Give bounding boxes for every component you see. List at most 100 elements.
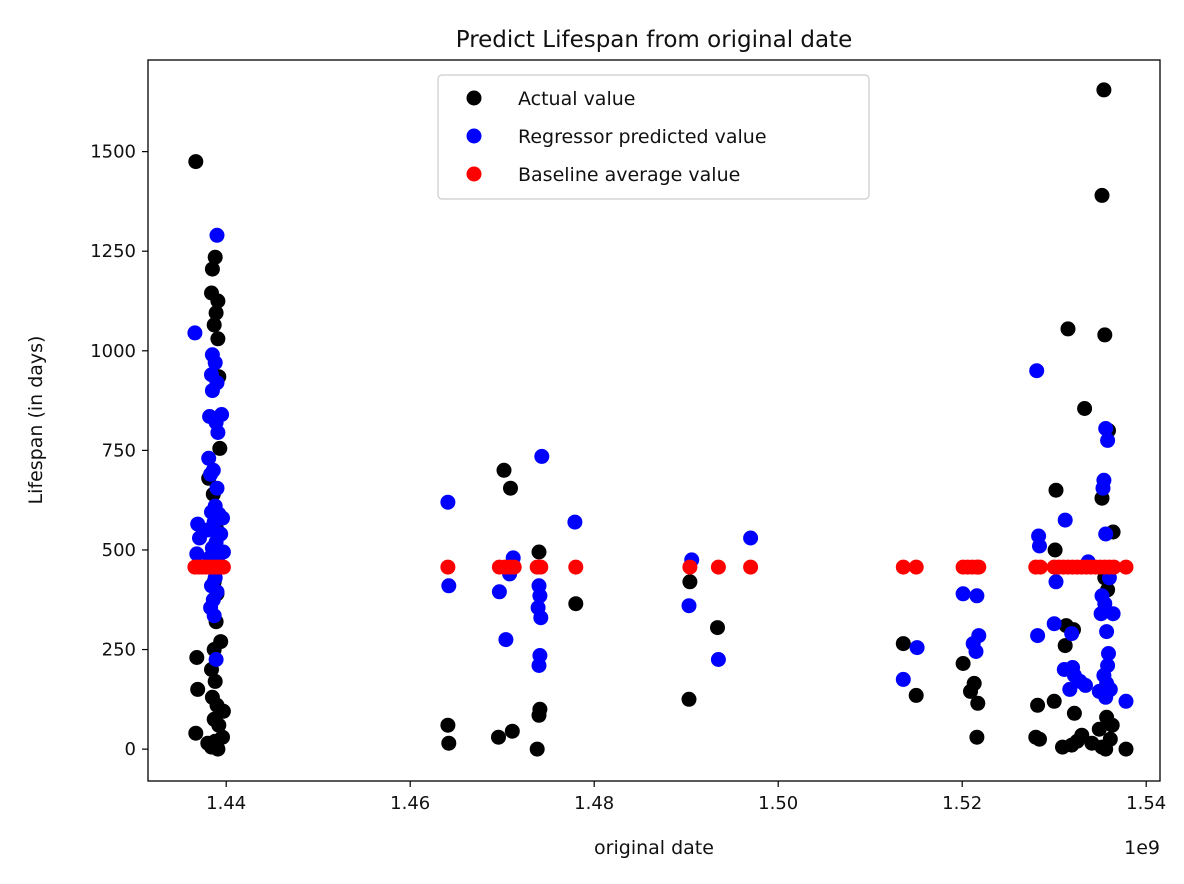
- data-point: [1099, 624, 1115, 640]
- x-axis-offset-label: 1e9: [1124, 837, 1160, 859]
- data-point: [204, 383, 220, 399]
- data-point: [955, 586, 971, 602]
- x-tick-label: 1.48: [574, 793, 614, 814]
- data-point: [969, 588, 985, 604]
- data-point: [531, 658, 547, 673]
- data-point: [743, 530, 759, 546]
- data-point: [206, 608, 222, 624]
- data-point: [969, 729, 985, 745]
- data-point: [189, 650, 205, 665]
- data-point: [568, 596, 584, 612]
- data-point: [533, 559, 549, 575]
- data-point: [503, 480, 518, 496]
- data-point: [207, 249, 223, 265]
- data-point: [1093, 606, 1109, 622]
- data-point: [1060, 321, 1076, 337]
- data-point: [189, 546, 205, 562]
- data-point: [1029, 363, 1045, 379]
- data-point: [1057, 638, 1073, 654]
- data-point: [1032, 731, 1047, 747]
- data-point: [531, 544, 547, 560]
- data-point: [440, 559, 456, 575]
- data-point: [963, 683, 978, 699]
- legend: Actual value Regressor predicted value Bas…: [437, 74, 870, 200]
- plot-frame: [147, 59, 1161, 782]
- data-point: [567, 514, 583, 530]
- data-point: [682, 559, 698, 575]
- data-point: [210, 293, 226, 309]
- legend-marker: [466, 166, 482, 182]
- data-point: [895, 636, 911, 652]
- y-tick-label: 750: [102, 440, 136, 461]
- data-point: [212, 440, 228, 456]
- data-point: [1097, 327, 1113, 343]
- data-point: [209, 227, 225, 243]
- data-point: [971, 559, 987, 575]
- data-point: [192, 530, 207, 546]
- data-point: [909, 640, 925, 656]
- data-point: [1094, 187, 1110, 203]
- data-point: [895, 559, 911, 575]
- data-point: [955, 656, 971, 671]
- data-point: [188, 725, 204, 741]
- x-tick-label: 1.46: [390, 793, 430, 814]
- x-tick-label: 1.54: [1126, 793, 1166, 814]
- data-point: [1030, 697, 1046, 713]
- data-point: [534, 448, 550, 464]
- y-tick-label: 1250: [90, 241, 136, 262]
- chart-title: Predict Lifespan from original date: [456, 27, 853, 53]
- data-point: [190, 681, 206, 697]
- data-point: [206, 317, 222, 333]
- data-point: [1078, 677, 1093, 693]
- data-point: [1047, 542, 1063, 558]
- data-point: [908, 559, 924, 575]
- legend-label: Baseline average value: [518, 164, 740, 186]
- data-point: [1105, 606, 1121, 622]
- data-point: [1030, 628, 1046, 644]
- y-tick-label: 1500: [90, 142, 136, 163]
- data-point: [201, 450, 217, 466]
- data-point: [1102, 731, 1118, 747]
- data-point: [207, 673, 223, 689]
- data-point: [188, 154, 204, 170]
- x-tick-label: 1.50: [758, 793, 798, 814]
- data-point: [1104, 717, 1120, 733]
- data-point: [440, 494, 456, 510]
- data-point: [1098, 421, 1114, 436]
- y-tick-label: 0: [125, 739, 136, 760]
- data-point: [970, 695, 986, 711]
- data-point: [1091, 721, 1107, 737]
- data-point: [529, 741, 545, 757]
- data-point: [681, 598, 697, 614]
- data-point: [710, 652, 726, 667]
- data-point: [681, 691, 697, 707]
- series-1: [187, 227, 1134, 709]
- points-layer: [187, 82, 1134, 757]
- y-axis-label: Lifespan (in days): [25, 336, 47, 505]
- data-point: [1062, 681, 1078, 697]
- data-point: [1077, 401, 1093, 416]
- data-point: [1066, 705, 1082, 721]
- data-point: [710, 559, 726, 575]
- data-point: [211, 717, 227, 733]
- data-point: [1096, 82, 1112, 98]
- data-point: [210, 425, 226, 440]
- y-tick-label: 250: [102, 640, 136, 661]
- series-2: [187, 559, 1134, 575]
- data-point: [568, 559, 584, 575]
- data-point: [1098, 526, 1114, 542]
- data-point: [531, 707, 547, 723]
- y-tick-label: 1000: [90, 341, 136, 362]
- data-point: [1098, 689, 1114, 705]
- data-point: [441, 735, 457, 751]
- data-point: [1048, 574, 1064, 590]
- data-point: [895, 671, 911, 687]
- data-point: [532, 588, 548, 604]
- data-point: [1064, 626, 1080, 642]
- legend-marker: [466, 90, 482, 106]
- data-point: [498, 632, 514, 648]
- legend-box: [437, 74, 870, 200]
- data-point: [203, 466, 219, 482]
- data-point: [208, 305, 224, 321]
